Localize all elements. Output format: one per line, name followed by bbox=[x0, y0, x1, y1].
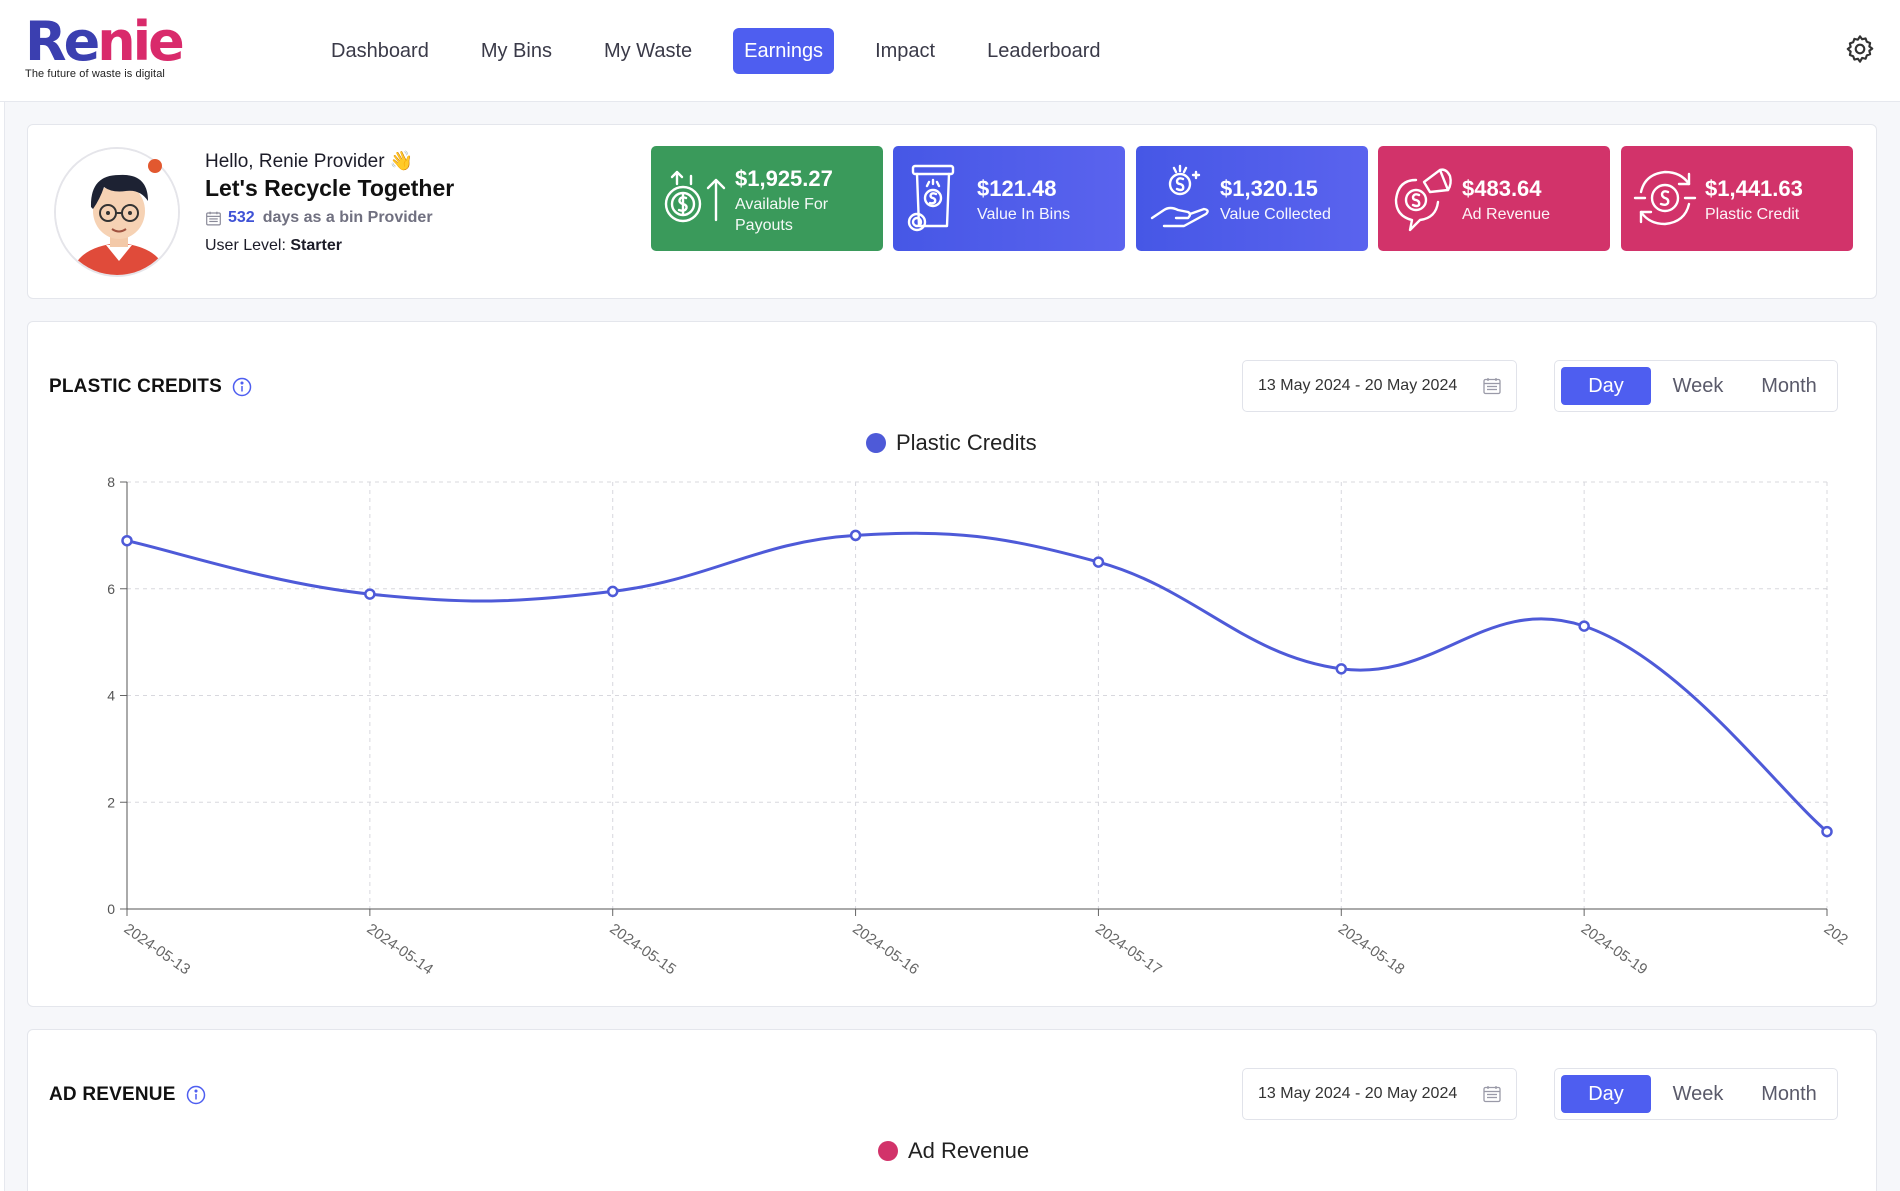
data-point bbox=[364, 588, 376, 600]
stat-value: $1,320.15 bbox=[1220, 176, 1318, 201]
stat-label: Value Collected bbox=[1220, 206, 1331, 223]
y-tick-label: 2 bbox=[107, 794, 115, 810]
data-point bbox=[1578, 620, 1590, 632]
stat-value: $1,441.63 bbox=[1705, 176, 1803, 201]
stat-label: Available For Payouts bbox=[735, 196, 829, 234]
period-day-button[interactable]: Day bbox=[1561, 1075, 1651, 1113]
stat-card-value-collected[interactable]: $1,320.15 Value Collected bbox=[1136, 146, 1368, 251]
y-tick-label: 8 bbox=[107, 474, 115, 490]
chart-legend[interactable]: Plastic Credits bbox=[866, 430, 1037, 456]
nav-my-bins[interactable]: My Bins bbox=[480, 40, 552, 62]
top-navigation-bar: Renie The future of waste is digital Das… bbox=[0, 0, 1900, 102]
stat-label: Value In Bins bbox=[977, 206, 1071, 223]
date-range-text: 13 May 2024 - 20 May 2024 bbox=[1258, 377, 1458, 394]
y-tick-label: 6 bbox=[107, 581, 115, 597]
data-point bbox=[1821, 825, 1833, 838]
renie-logo[interactable]: Renie The future of waste is digital bbox=[25, 14, 185, 84]
profile-summary-card: Hello, Renie Provider 👋 Let's Recycle To… bbox=[27, 124, 1877, 299]
x-tick-label: 2024-05-15 bbox=[606, 920, 679, 978]
section-title: AD REVENUE bbox=[49, 1084, 206, 1106]
stat-value: $483.64 bbox=[1462, 176, 1542, 201]
stat-card-ad-revenue[interactable]: $483.64 Ad Revenue bbox=[1378, 146, 1610, 251]
date-range-picker[interactable]: 13 May 2024 - 20 May 2024 bbox=[1242, 1068, 1517, 1120]
chart-legend[interactable]: Ad Revenue bbox=[878, 1138, 1029, 1164]
x-tick-label: 2024-05-13 bbox=[121, 920, 194, 978]
series-line-plastic-credits bbox=[126, 531, 1828, 833]
stat-label: Ad Revenue bbox=[1462, 206, 1551, 223]
stat-card-plastic-credit[interactable]: $1,441.63 Plastic Credit bbox=[1621, 146, 1853, 251]
x-tick-label: 2024-05-19 bbox=[1578, 920, 1651, 978]
data-point bbox=[121, 534, 133, 547]
stat-value: $1,925.27 bbox=[735, 166, 833, 191]
period-month-button[interactable]: Month bbox=[1761, 1083, 1817, 1105]
legend-marker bbox=[866, 433, 886, 453]
recycle-coin-icon bbox=[1633, 170, 1697, 226]
nav-my-waste[interactable]: My Waste bbox=[603, 40, 693, 62]
user-level-value: Starter bbox=[290, 237, 342, 254]
info-icon[interactable] bbox=[232, 377, 252, 397]
period-toggle: Day Week Month bbox=[1554, 360, 1838, 412]
data-point bbox=[1335, 663, 1348, 675]
payout-coins-icon bbox=[664, 170, 726, 223]
x-tick-label: 2024-05-16 bbox=[849, 920, 922, 978]
period-toggle: Day Week Month bbox=[1554, 1068, 1838, 1120]
wave-emoji: 👋 bbox=[389, 151, 414, 172]
ad-revenue-card: AD REVENUE 13 May 2024 - 20 May 2024 Day… bbox=[27, 1029, 1877, 1191]
legend-label: Ad Revenue bbox=[908, 1138, 1030, 1163]
data-point bbox=[606, 585, 619, 598]
legend-label: Plastic Credits bbox=[896, 430, 1037, 455]
plastic-credits-line-chart: 0 2 4 6 8 2024-05-13 2024-05-14 2024-05-15 2024-… bbox=[107, 474, 1851, 978]
ad-revenue-title: AD REVENUE bbox=[49, 1084, 176, 1105]
days-count: 532 bbox=[228, 209, 255, 226]
y-tick-label: 0 bbox=[107, 901, 115, 917]
data-point bbox=[849, 529, 862, 542]
days-label: days as a bin Provider bbox=[262, 209, 433, 226]
period-month-button[interactable]: Month bbox=[1761, 375, 1817, 397]
stat-card-available-payouts[interactable]: $1,925.27 Available For Payouts bbox=[651, 146, 883, 251]
x-tick-label: 2024-05-14 bbox=[364, 920, 437, 978]
bin-coin-icon bbox=[907, 164, 955, 232]
sidebar-edge bbox=[0, 102, 5, 1191]
period-day-button[interactable]: Day bbox=[1561, 367, 1651, 405]
recycle-tagline: Let's Recycle Together bbox=[205, 175, 455, 201]
avatar-illustration bbox=[56, 149, 178, 275]
x-tick-label: 202 bbox=[1821, 920, 1851, 948]
y-tick-label: 4 bbox=[107, 688, 115, 704]
calendar-icon bbox=[1483, 1086, 1501, 1103]
stat-card-value-in-bins[interactable]: $121.48 Value In Bins bbox=[893, 146, 1125, 251]
nav-leaderboard[interactable]: Leaderboard bbox=[987, 40, 1101, 62]
data-point bbox=[1092, 556, 1105, 568]
logo-wordmark: Renie bbox=[25, 10, 185, 73]
info-icon[interactable] bbox=[186, 1085, 206, 1105]
greeting: Hello, Renie Provider 👋 bbox=[205, 151, 414, 172]
days-as-provider: 532 days as a bin Provider bbox=[205, 209, 433, 227]
x-tick-label: 2024-05-18 bbox=[1335, 920, 1408, 978]
stat-label: Plastic Credit bbox=[1705, 206, 1800, 223]
legend-marker bbox=[878, 1141, 898, 1161]
period-week-button[interactable]: Week bbox=[1672, 1083, 1724, 1105]
calendar-icon bbox=[206, 211, 221, 225]
nav-dashboard[interactable]: Dashboard bbox=[331, 40, 429, 62]
x-tick-label: 2024-05-17 bbox=[1092, 920, 1165, 978]
nav-impact[interactable]: Impact bbox=[875, 40, 936, 62]
nav-earnings[interactable]: Earnings bbox=[733, 28, 835, 74]
plastic-credits-title: PLASTIC CREDITS bbox=[49, 376, 222, 397]
hand-coin-icon bbox=[1150, 164, 1209, 228]
date-range-text: 13 May 2024 - 20 May 2024 bbox=[1258, 1085, 1458, 1102]
gear-icon[interactable] bbox=[1844, 33, 1876, 65]
period-week-button[interactable]: Week bbox=[1672, 375, 1724, 397]
calendar-icon bbox=[1483, 378, 1501, 395]
main-nav: Dashboard My Bins My Waste Earnings Impact Le… bbox=[320, 28, 1142, 74]
logo-tagline: The future of waste is digital bbox=[25, 68, 165, 80]
date-range-picker[interactable]: 13 May 2024 - 20 May 2024 bbox=[1242, 360, 1517, 412]
megaphone-coin-icon bbox=[1394, 168, 1452, 232]
section-title: PLASTIC CREDITS bbox=[49, 376, 252, 398]
plastic-credits-card: PLASTIC CREDITS 13 May 2024 - 20 May 202… bbox=[27, 321, 1877, 1007]
user-level: User Level: Starter bbox=[205, 237, 342, 254]
stat-value: $121.48 bbox=[977, 176, 1057, 201]
avatar-status-dot bbox=[148, 159, 162, 173]
